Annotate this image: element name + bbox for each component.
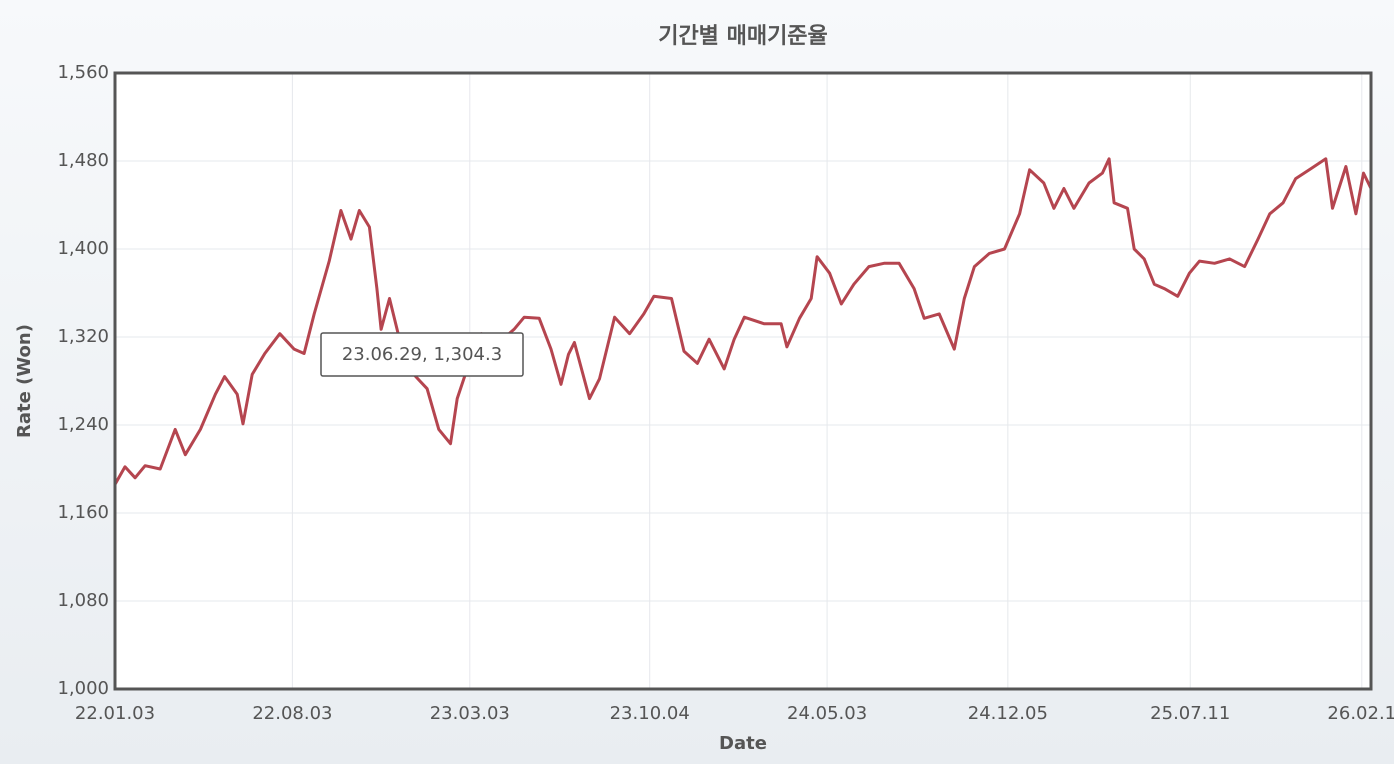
y-tick-label: 1,080 [57,590,109,611]
y-tick-label: 1,480 [57,150,109,171]
tooltip-box [320,332,524,377]
tooltip-text: 23.06.29, 1,304.3 [342,344,502,365]
x-tick-label: 22.01.03 [75,703,155,724]
y-tick-label: 1,000 [57,678,109,699]
y-tick-label: 1,160 [57,502,109,523]
x-tick-label: 24.05.03 [787,703,867,724]
x-tick-label: 22.08.03 [252,703,332,724]
plot-border [113,71,1373,691]
y-axis-label: Rate (Won) [14,324,35,438]
chart-title: 기간별 매매기준율 [658,24,828,49]
y-tick-label: 1,240 [57,414,109,435]
y-tick-label: 1,560 [57,62,109,83]
x-axis-label: Date [719,733,767,754]
x-tick-label: 23.10.04 [610,703,690,724]
y-tick-label: 1,400 [57,238,109,259]
x-tick-label: 25.07.11 [1150,703,1230,724]
x-tick-label: 26.02.1 [1327,703,1394,724]
plot-area [115,73,1371,689]
y-tick-label: 1,320 [57,326,109,347]
x-tick-label: 24.12.05 [968,703,1048,724]
tooltip: 23.06.29, 1,304.3 [320,332,524,377]
data-line [113,157,1373,486]
x-tick-label: 23.03.03 [430,703,510,724]
